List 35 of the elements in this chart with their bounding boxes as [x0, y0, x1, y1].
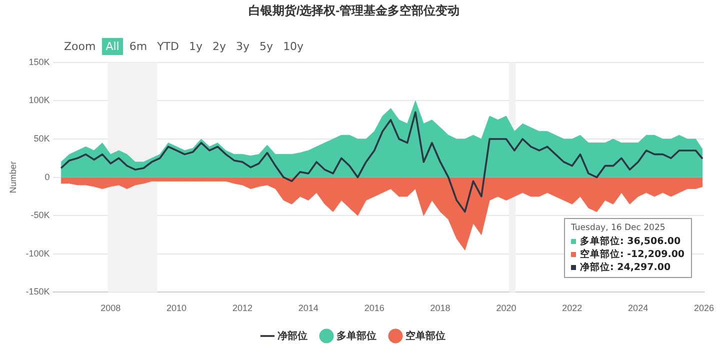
x-tick-label: 2016 [364, 303, 384, 314]
y-axis-title: Number [8, 161, 18, 194]
text: 3y [235, 39, 251, 55]
legend-label: 多单部位 [336, 330, 376, 342]
text: 1y [188, 39, 204, 55]
x-tick-label: 2018 [430, 303, 450, 314]
y-tick-label: 150K [28, 56, 50, 67]
y-tick-label: -100K [26, 248, 50, 258]
y-tick-label: 100K [28, 95, 50, 106]
text: Zoom [63, 39, 97, 55]
text: 2y [212, 39, 228, 55]
x-tick-label: 2020 [496, 303, 516, 314]
legend-label: 净部位 [278, 330, 308, 342]
x-tick-label: 2012 [232, 303, 252, 314]
x-tick-label: 2022 [562, 303, 582, 314]
annotation: 空单部位: -12,209.00 [580, 249, 685, 260]
chart-title: 白银期货/选择权-管理基金多空部位变动 [248, 4, 460, 18]
y-tick-label: -150K [26, 286, 50, 297]
x-tick-label: 2014 [298, 303, 318, 314]
text: 10y [282, 39, 305, 55]
y-tick-label: 0 [44, 172, 50, 182]
text: All [102, 38, 124, 55]
x-tick-label: 2024 [628, 303, 648, 314]
x-tick-label: 2026 [694, 303, 714, 314]
legend-label: 空单部位 [406, 330, 446, 342]
text: 5y [258, 39, 274, 55]
y-tick-label: 50K [34, 133, 50, 144]
y-tick-label: -50K [30, 210, 50, 220]
annotation: Tuesday, 16 Dec 2025 [571, 222, 666, 236]
annotation: 净部位: 24,297.00 [580, 262, 671, 274]
x-tick-label: 2008 [100, 303, 121, 314]
text: 6m [128, 39, 148, 55]
x-tick-label: 2010 [166, 303, 187, 314]
annotation: 多单部位: 36,506.00 [580, 236, 681, 248]
text: YTD [156, 39, 180, 55]
